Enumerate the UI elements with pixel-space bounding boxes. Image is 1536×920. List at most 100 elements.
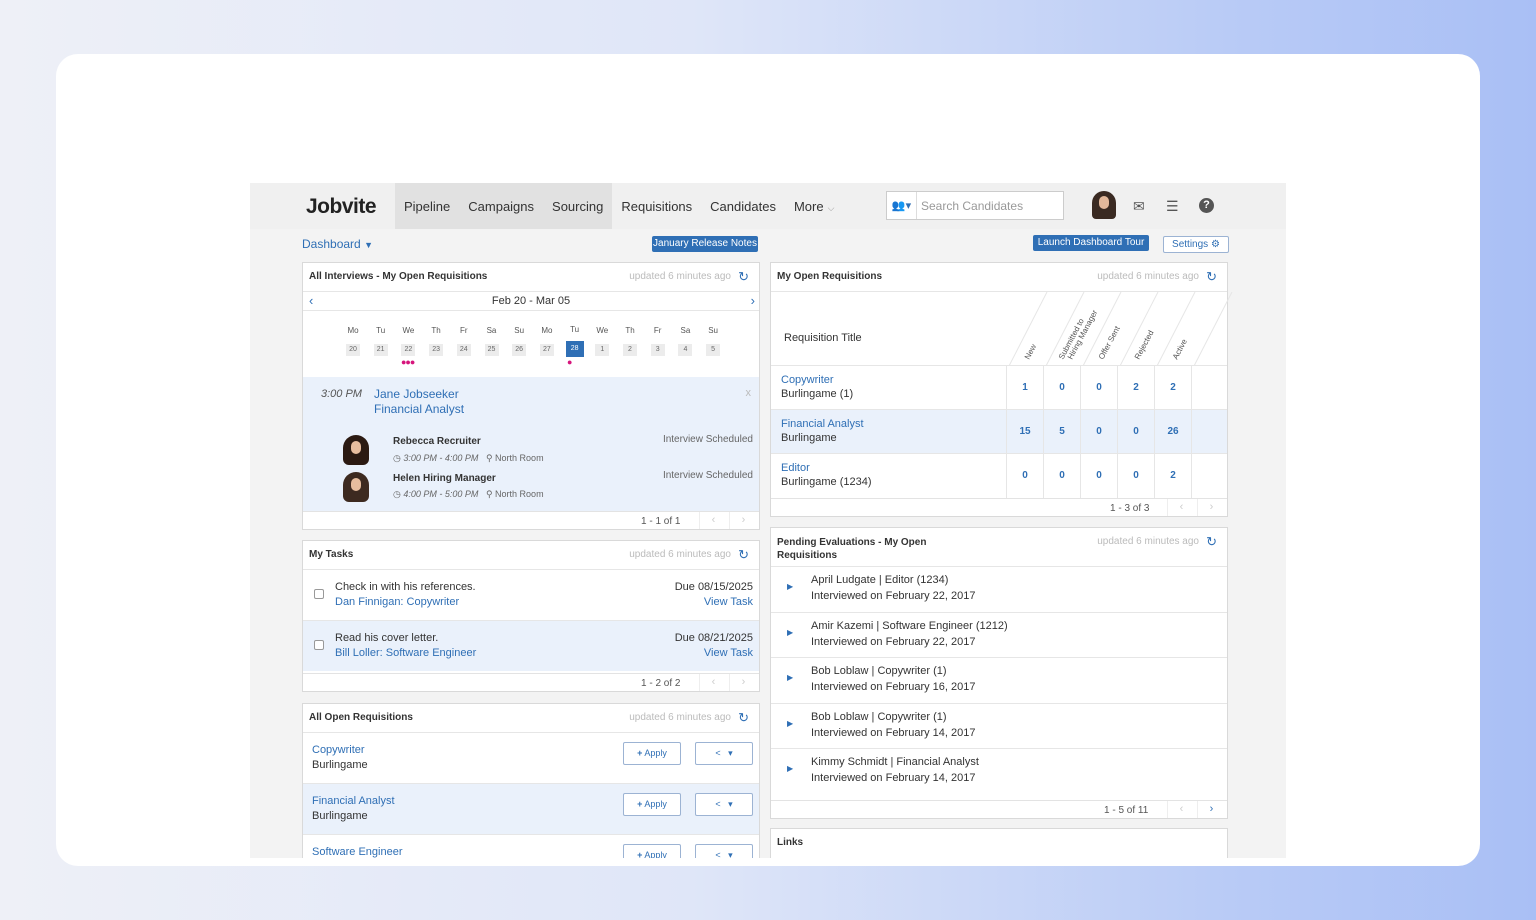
- nav-tab-pipeline[interactable]: Pipeline: [395, 183, 460, 229]
- search-candidates[interactable]: 👥▾ Search Candidates: [886, 191, 1064, 220]
- next-page-icon[interactable]: ›: [729, 674, 757, 691]
- count-cell[interactable]: 0: [1117, 410, 1154, 454]
- calendar-day[interactable]: Th 23: [422, 326, 450, 356]
- count-cell[interactable]: 0: [1080, 410, 1117, 454]
- expand-arrow-icon[interactable]: ▶: [787, 764, 794, 773]
- expand-arrow-icon[interactable]: ▶: [787, 627, 794, 637]
- prev-page-icon[interactable]: ‹: [699, 512, 727, 529]
- count-cell[interactable]: 2: [1117, 366, 1154, 410]
- evaluation-row[interactable]: ▶ April Ludgate | Editor (1234) Interviewe…: [771, 566, 1227, 611]
- task-checkbox[interactable]: [314, 640, 324, 650]
- calendar-day[interactable]: Su 5: [699, 326, 727, 356]
- evaluation-row[interactable]: ▶ Amir Kazemi | Software Engineer (1212) I…: [771, 611, 1227, 657]
- next-arrow-icon[interactable]: ›: [750, 293, 755, 308]
- apply-button[interactable]: + Apply: [623, 793, 681, 816]
- apply-button[interactable]: + Apply: [623, 844, 681, 858]
- close-icon[interactable]: x: [745, 387, 752, 399]
- panel-title: My Tasks: [309, 549, 354, 560]
- prev-page-icon[interactable]: ‹: [1167, 801, 1195, 818]
- requisition-link[interactable]: Financial Analyst: [312, 795, 395, 807]
- calendar-day[interactable]: Fr 3: [644, 326, 672, 356]
- people-filter-icon[interactable]: 👥▾: [887, 192, 917, 219]
- view-task-link[interactable]: View Task: [703, 647, 753, 659]
- search-input[interactable]: Search Candidates: [921, 198, 1024, 213]
- count-cell[interactable]: 1: [1006, 366, 1043, 410]
- count-cell[interactable]: 0: [1006, 454, 1043, 498]
- release-notes-button[interactable]: January Release Notes: [652, 236, 758, 252]
- view-task-link[interactable]: View Task: [703, 596, 753, 608]
- calendar-day[interactable]: Th 2: [616, 326, 644, 356]
- count-cell[interactable]: 0: [1043, 454, 1080, 498]
- dashboard-label: Dashboard: [302, 237, 361, 251]
- calendar-day[interactable]: Mo 27: [533, 326, 561, 356]
- count-cell[interactable]: 0: [1117, 454, 1154, 498]
- evaluation-row[interactable]: ▶ Kimmy Schmidt | Financial Analyst Interv…: [771, 748, 1227, 793]
- task-link[interactable]: Bill Loller: Software Engineer: [335, 647, 477, 659]
- nav-tab-requisitions[interactable]: Requisitions: [621, 199, 693, 214]
- chevron-down-icon: ▾: [728, 850, 733, 858]
- evaluation-row[interactable]: ▶ Bob Loblaw | Copywriter (1) Interviewed …: [771, 657, 1227, 702]
- role-link[interactable]: Financial Analyst: [374, 402, 465, 416]
- evaluation-row[interactable]: ▶ Bob Loblaw | Copywriter (1) Interviewed …: [771, 702, 1227, 748]
- user-avatar[interactable]: [1092, 191, 1116, 219]
- share-button[interactable]: < ▾: [695, 793, 753, 816]
- calendar-day[interactable]: Sa 4: [671, 326, 699, 356]
- requisition-link[interactable]: Copywriter: [312, 744, 365, 756]
- refresh-icon[interactable]: ↻: [1206, 534, 1217, 549]
- next-page-icon[interactable]: ›: [1197, 801, 1225, 818]
- calendar-day[interactable]: We 1: [588, 326, 616, 356]
- mail-icon[interactable]: ✉: [1133, 198, 1145, 214]
- apply-label: Apply: [644, 799, 667, 809]
- next-page-icon[interactable]: ›: [1197, 499, 1225, 516]
- share-button[interactable]: < ▾: [695, 844, 753, 858]
- calendar-day[interactable]: Tu 21: [367, 326, 395, 356]
- help-icon[interactable]: ?: [1199, 198, 1214, 213]
- nav-tab-sourcing[interactable]: Sourcing: [543, 183, 613, 229]
- refresh-icon[interactable]: ↻: [738, 547, 749, 562]
- apply-button[interactable]: + Apply: [623, 742, 681, 765]
- prev-page-icon[interactable]: ‹: [699, 674, 727, 691]
- prev-arrow-icon[interactable]: ‹: [309, 293, 314, 308]
- nav-tab-campaigns[interactable]: Campaigns: [459, 183, 544, 229]
- task-link[interactable]: Dan Finnigan: Copywriter: [335, 596, 460, 608]
- calendar-day[interactable]: Tu 28: [561, 325, 589, 357]
- calendar-day[interactable]: Fr 24: [450, 326, 478, 356]
- count-cell[interactable]: 2: [1154, 366, 1191, 410]
- list-icon[interactable]: ☰: [1166, 198, 1179, 214]
- calendar-day[interactable]: We 22: [394, 326, 422, 356]
- count-cell[interactable]: 5: [1043, 410, 1080, 454]
- expand-arrow-icon[interactable]: ▶: [787, 673, 794, 682]
- expand-arrow-icon[interactable]: ▶: [787, 582, 794, 591]
- nav-tab-more[interactable]: More ⌵: [785, 183, 843, 229]
- prev-page-icon[interactable]: ‹: [1167, 499, 1195, 516]
- settings-button[interactable]: Settings ⚙: [1163, 236, 1229, 253]
- refresh-icon[interactable]: ↻: [738, 269, 749, 284]
- dashboard-dropdown[interactable]: Dashboard ▼: [302, 237, 373, 251]
- count-cell[interactable]: 26: [1154, 410, 1191, 454]
- count-cell[interactable]: 15: [1006, 410, 1043, 454]
- requisition-link[interactable]: Copywriter: [781, 374, 834, 386]
- calendar-day[interactable]: Su 26: [505, 326, 533, 356]
- expand-arrow-icon[interactable]: ▶: [787, 718, 794, 728]
- requisition-link[interactable]: Editor: [781, 462, 810, 474]
- refresh-icon[interactable]: ↻: [738, 710, 749, 725]
- clock-icon: ◷: [393, 489, 401, 499]
- evaluation-candidate: Bob Loblaw | Copywriter (1): [811, 710, 947, 723]
- requisition-link[interactable]: Software Engineer: [312, 846, 403, 858]
- share-button[interactable]: < ▾: [695, 742, 753, 765]
- candidate-link[interactable]: Jane Jobseeker: [374, 387, 459, 401]
- count-cell[interactable]: 2: [1154, 454, 1191, 498]
- launch-tour-button[interactable]: Launch Dashboard Tour: [1033, 235, 1149, 251]
- count-cell[interactable]: 0: [1043, 366, 1080, 410]
- logo[interactable]: Jobvite: [306, 195, 377, 218]
- calendar-day[interactable]: Sa 25: [478, 326, 506, 356]
- calendar-day[interactable]: Mo 20: [339, 326, 367, 356]
- evaluation-candidate: April Ludgate | Editor (1234): [811, 574, 949, 586]
- requisition-link[interactable]: Financial Analyst: [781, 418, 864, 430]
- task-checkbox[interactable]: [314, 589, 324, 599]
- refresh-icon[interactable]: ↻: [1206, 269, 1217, 284]
- next-page-icon[interactable]: ›: [729, 512, 757, 529]
- nav-tab-candidates[interactable]: Candidates: [710, 199, 776, 214]
- count-cell[interactable]: 0: [1080, 454, 1117, 498]
- count-cell[interactable]: 0: [1080, 366, 1117, 410]
